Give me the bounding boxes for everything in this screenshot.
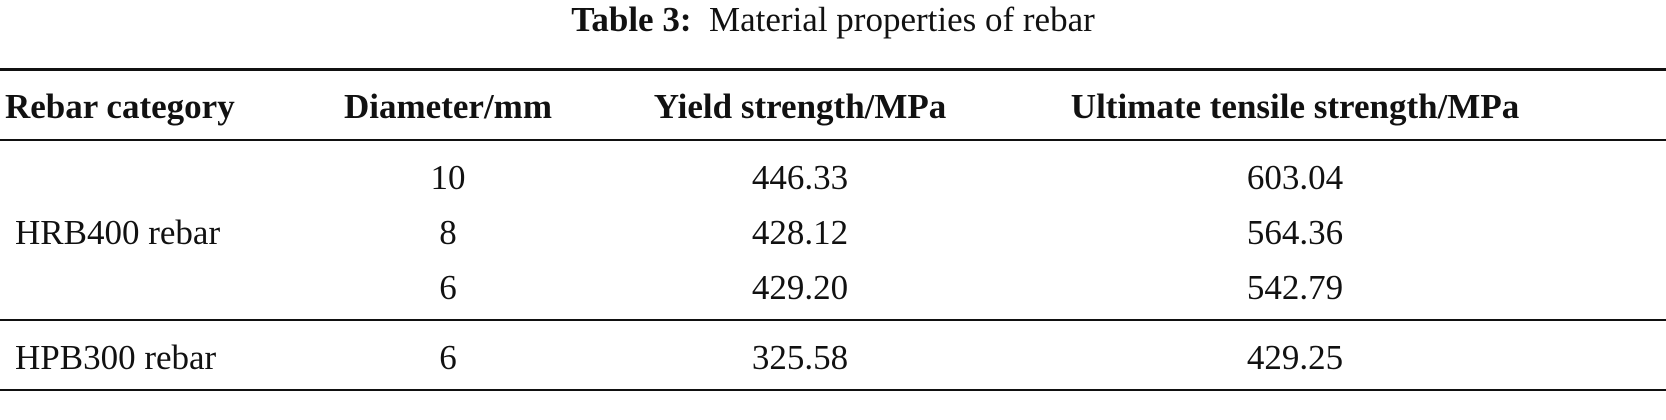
caption-label: Table 3: (571, 0, 692, 39)
caption: Table 3: Material properties of rebar (0, 0, 1666, 40)
cell: 10 (430, 158, 466, 197)
cell: 603.04 (1246, 158, 1344, 197)
column-header: Yield strength/MPa (653, 87, 947, 126)
cell: 542.79 (1246, 268, 1344, 307)
row-category: HRB400 rebar (15, 213, 221, 252)
cell: 428.12 (751, 213, 849, 252)
group-rule (0, 319, 1666, 321)
cell: 429.20 (751, 268, 849, 307)
column-header: Rebar category (5, 87, 235, 126)
header-rule (0, 139, 1666, 141)
caption-text: Material properties of rebar (708, 0, 1095, 39)
column-header: Ultimate tensile strength/MPa (1070, 87, 1520, 126)
cell: 446.33 (751, 158, 849, 197)
cell: 6 (439, 338, 457, 377)
cell: 8 (439, 213, 457, 252)
bottom-rule (0, 389, 1666, 391)
top-rule (0, 68, 1666, 71)
cell: 564.36 (1246, 213, 1344, 252)
row-category: HPB300 rebar (15, 338, 217, 377)
cell: 429.25 (1246, 338, 1344, 377)
column-header: Diameter/mm (344, 87, 552, 126)
cell: 6 (439, 268, 457, 307)
cell: 325.58 (751, 338, 849, 377)
